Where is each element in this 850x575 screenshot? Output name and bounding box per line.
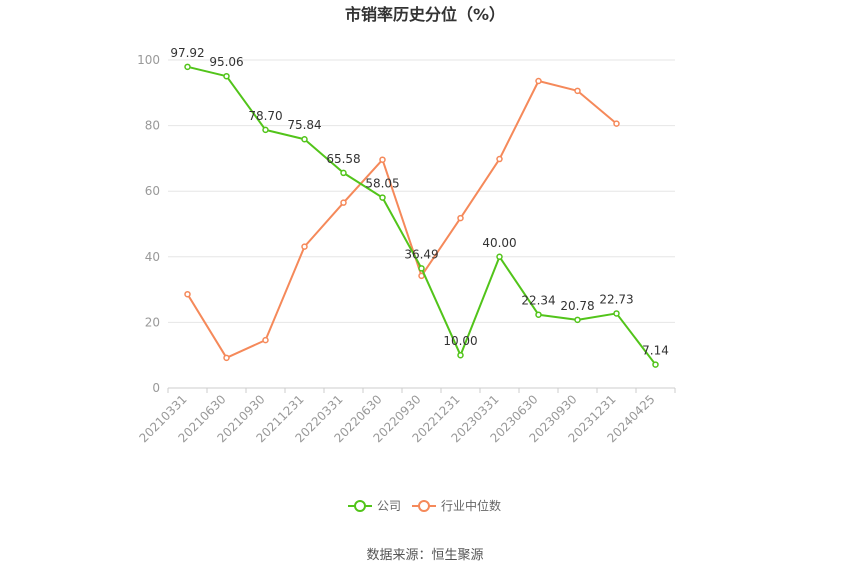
series-line-1: [186, 79, 618, 359]
grid: [168, 59, 675, 323]
data-point[interactable]: [457, 351, 464, 359]
y-tick-label: 20: [145, 315, 160, 329]
data-point[interactable]: [184, 63, 191, 71]
data-point[interactable]: [223, 72, 230, 80]
x-axis: 2021033120210630202109302021123120220331…: [137, 387, 676, 445]
data-point[interactable]: [262, 126, 269, 134]
legend-label: 公司: [377, 499, 401, 513]
data-point[interactable]: [574, 316, 581, 324]
data-label: 36.49: [404, 247, 438, 261]
data-point[interactable]: [184, 290, 191, 298]
y-tick-label: 100: [137, 53, 160, 67]
data-point[interactable]: [379, 156, 386, 163]
legend-swatch-marker: [354, 500, 366, 512]
data-point[interactable]: [340, 169, 347, 177]
data-point[interactable]: [457, 214, 464, 222]
data-point[interactable]: [262, 336, 269, 344]
data-label: 95.06: [209, 55, 243, 69]
legend-label: 行业中位数: [441, 498, 501, 513]
data-label: 7.14: [642, 344, 669, 358]
legend-item-1[interactable]: 行业中位数: [412, 498, 501, 513]
series-layer: [184, 63, 659, 368]
data-point[interactable]: [340, 199, 347, 206]
data-point[interactable]: [379, 194, 386, 201]
y-tick-label: 40: [145, 250, 160, 264]
data-point[interactable]: [613, 120, 620, 127]
data-point[interactable]: [496, 155, 503, 163]
data-label: 65.58: [326, 152, 360, 166]
data-point[interactable]: [574, 87, 581, 95]
chart-title: 市销率历史分位（%）: [345, 5, 505, 24]
data-label: 58.05: [365, 177, 399, 191]
data-label: 40.00: [482, 236, 516, 250]
data-label: 22.73: [599, 292, 633, 306]
data-point[interactable]: [301, 243, 308, 250]
y-tick-label: 0: [152, 381, 160, 395]
data-point[interactable]: [613, 310, 620, 317]
legend[interactable]: 公司 行业中位数: [348, 498, 501, 513]
data-label: 75.84: [287, 118, 321, 132]
data-point[interactable]: [496, 253, 503, 261]
data-label: 97.92: [170, 46, 204, 60]
data-point[interactable]: [223, 354, 230, 362]
legend-item-0[interactable]: 公司: [348, 499, 401, 513]
data-label: 78.70: [248, 109, 282, 123]
legend-swatch-marker: [418, 500, 430, 512]
data-labels: 97.92 95.06 78.70 75.84 65.58 58.05 36.49 10.00…: [170, 46, 669, 358]
data-point[interactable]: [652, 361, 659, 368]
y-axis: 0 20 40 60 80 100: [137, 53, 160, 395]
y-tick-label: 80: [145, 119, 160, 133]
data-point[interactable]: [301, 135, 308, 143]
data-label: 20.78: [560, 299, 594, 313]
y-tick-label: 60: [145, 184, 160, 198]
data-label: 22.34: [521, 294, 555, 308]
data-label: 10.00: [443, 334, 477, 348]
source-note: 数据来源：恒生聚源: [366, 548, 483, 563]
data-point[interactable]: [535, 77, 542, 85]
data-point[interactable]: [535, 311, 542, 318]
data-point[interactable]: [418, 265, 425, 272]
